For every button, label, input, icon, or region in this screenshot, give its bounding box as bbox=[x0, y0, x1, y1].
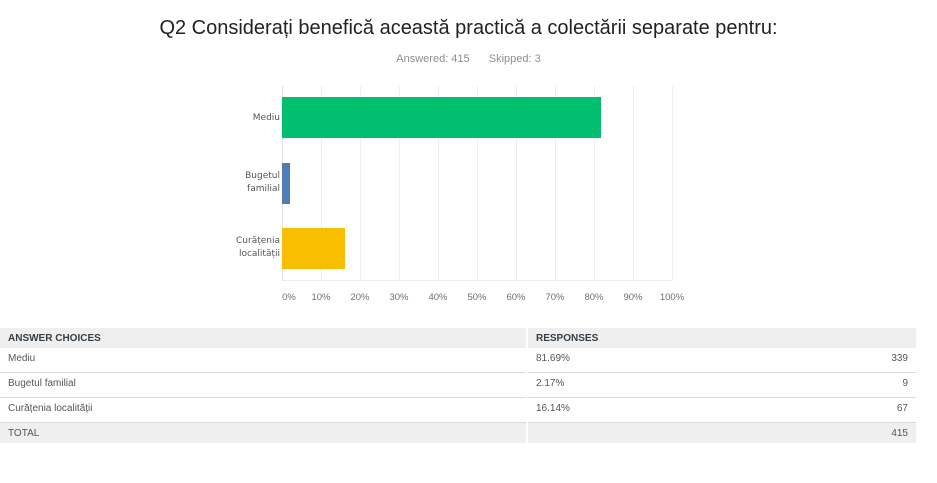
header-answer-choices: ANSWER CHOICES bbox=[0, 328, 526, 348]
response-cell: 2.17% 9 bbox=[528, 373, 916, 398]
bar-mediu bbox=[282, 97, 601, 138]
gridline bbox=[555, 86, 556, 281]
y-label-bugetul-familial: Bugetul familial bbox=[245, 170, 280, 196]
response-cell: 81.69% 339 bbox=[528, 348, 916, 373]
column-gap bbox=[526, 328, 528, 348]
y-label-line: localității bbox=[238, 249, 280, 259]
x-tick-label: 80% bbox=[584, 292, 604, 303]
percent-value: 81.69% bbox=[536, 353, 570, 364]
x-tick-label: 30% bbox=[389, 292, 409, 303]
count-value: 339 bbox=[891, 353, 908, 364]
gridline bbox=[516, 86, 517, 281]
gridline bbox=[594, 86, 595, 281]
count-value: 9 bbox=[902, 378, 908, 389]
x-tick-label: 20% bbox=[350, 292, 370, 303]
response-stats: Answered: 415 Skipped: 3 bbox=[0, 53, 937, 65]
total-cell: 415 bbox=[528, 423, 916, 443]
x-tick-label: 10% bbox=[311, 292, 331, 303]
gridline bbox=[360, 86, 361, 281]
gridline bbox=[633, 86, 634, 281]
choice-cell: Mediu bbox=[0, 348, 526, 373]
total-count: 415 bbox=[891, 427, 908, 439]
column-gap bbox=[526, 373, 528, 398]
responses-table: ANSWER CHOICES RESPONSES Mediu 81.69% 339… bbox=[0, 328, 916, 443]
skipped-count: Skipped: 3 bbox=[488, 53, 541, 65]
response-cell: 16.14% 67 bbox=[528, 398, 916, 423]
percent-value: 2.17% bbox=[536, 378, 565, 389]
table-row: Curățenia localității 16.14% 67 bbox=[0, 398, 916, 423]
column-gap bbox=[526, 348, 528, 373]
choice-cell: Curățenia localității bbox=[0, 398, 526, 423]
bar-cur-enia-localit-ii bbox=[282, 228, 345, 269]
count-value: 67 bbox=[896, 403, 908, 414]
percent-value: 16.14% bbox=[536, 403, 570, 414]
gridline bbox=[399, 86, 400, 281]
x-tick-label: 40% bbox=[428, 292, 448, 303]
column-gap bbox=[526, 398, 528, 423]
x-tick-label: 50% bbox=[467, 292, 487, 303]
total-label: TOTAL bbox=[0, 423, 526, 443]
total-row: TOTAL 415 bbox=[0, 423, 916, 443]
x-tick-label: 90% bbox=[623, 292, 643, 303]
y-label-line: Curățenia bbox=[236, 236, 280, 246]
table-row: Mediu 81.69% 339 bbox=[0, 348, 916, 373]
column-gap bbox=[526, 423, 528, 443]
x-tick-label: 100% bbox=[659, 292, 685, 303]
y-label-curatenia-localitatii: Curățenia localității bbox=[236, 235, 280, 261]
x-tick-label: 70% bbox=[545, 292, 565, 303]
bar-bugetul-familial bbox=[282, 163, 290, 204]
gridline bbox=[438, 86, 439, 281]
gridline bbox=[321, 86, 322, 281]
question-title: Q2 Considerați benefică această practică… bbox=[159, 17, 778, 39]
y-label-mediu: Mediu bbox=[252, 113, 280, 123]
header-responses: RESPONSES bbox=[528, 328, 916, 348]
bar-chart: Mediu Bugetul familial Curățenia localit… bbox=[236, 86, 685, 303]
y-label-line: Bugetul bbox=[245, 171, 280, 181]
x-tick-label: 0% bbox=[282, 292, 296, 303]
choice-cell: Bugetul familial bbox=[0, 373, 526, 398]
y-label-line: familial bbox=[247, 184, 280, 194]
answered-count: Answered: 415 bbox=[396, 53, 470, 65]
x-tick-label: 60% bbox=[506, 292, 526, 303]
table-header-row: ANSWER CHOICES RESPONSES bbox=[0, 328, 916, 348]
gridline bbox=[477, 86, 478, 281]
gridline bbox=[672, 86, 673, 281]
table-row: Bugetul familial 2.17% 9 bbox=[0, 373, 916, 398]
